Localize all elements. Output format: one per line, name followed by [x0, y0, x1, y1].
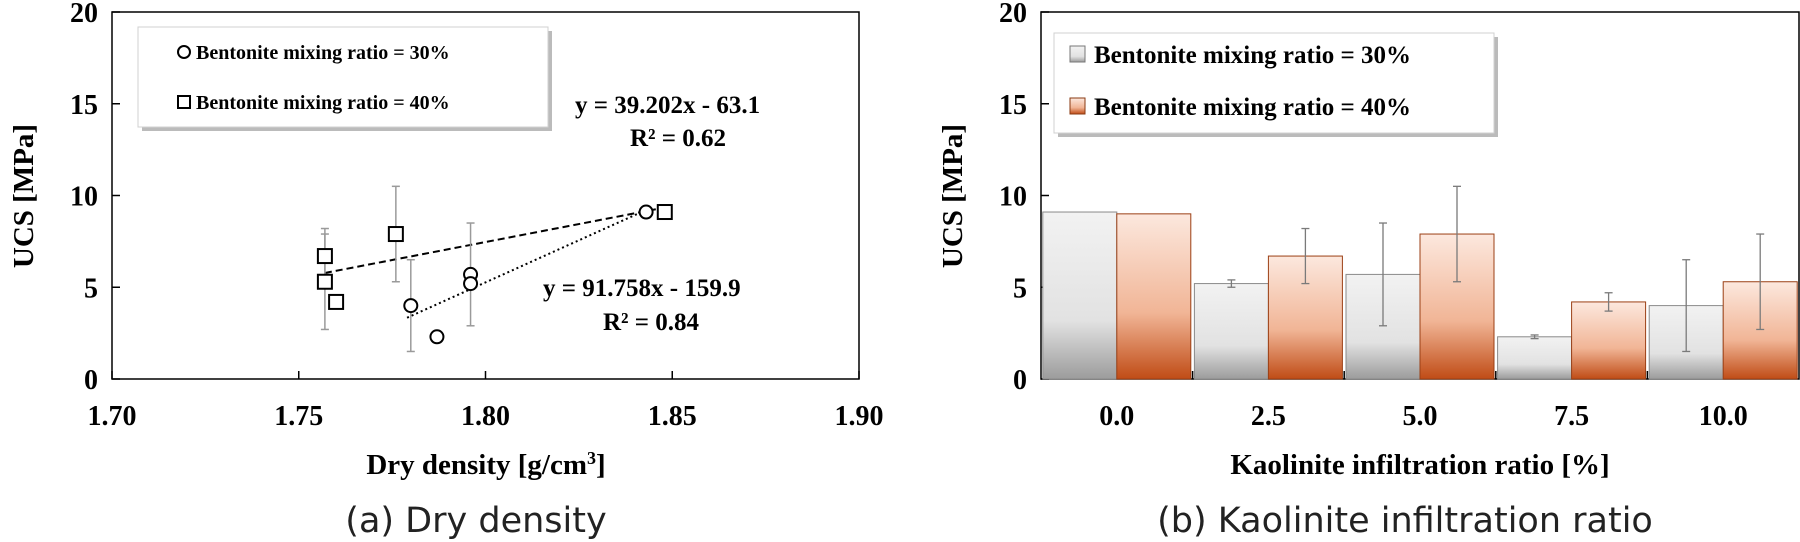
bar-40-7.5: [1571, 301, 1647, 380]
bar-40-0.0: [1116, 213, 1192, 380]
y-tick-label: 15: [70, 90, 98, 121]
chart-b-error-bars: [1227, 185, 1765, 353]
legend-square-marker-icon: [177, 95, 191, 109]
trend-r2-30: R² = 0.84: [603, 309, 700, 336]
data-point-square: [328, 293, 345, 310]
bar-30-0.0: [1042, 211, 1118, 380]
trendline-40: [324, 206, 665, 274]
trend-r2-40: R² = 0.62: [630, 125, 726, 152]
chart-a-x-axis-label: Dry density [g/cm3]: [366, 448, 605, 481]
chart-a-error-bars: [320, 185, 475, 353]
data-point-square: [387, 226, 404, 243]
chart-a-legend-label-30: Bentonite mixing ratio = 30%: [196, 42, 450, 64]
chart-b-bars: [1042, 211, 1798, 380]
chart-b-legend-box: [1053, 32, 1495, 134]
chart-b-legend: Bentonite mixing ratio = 30% Bentonite m…: [1053, 32, 1498, 137]
y-tick-label: 20: [999, 0, 1027, 29]
legend-gray-swatch-icon: [1069, 45, 1086, 63]
x-tick-label: 1.90: [835, 401, 884, 432]
x-label-end: ]: [596, 449, 606, 481]
y-tick-label: 15: [999, 90, 1027, 121]
x-tick-label: 0.0: [1099, 401, 1134, 432]
y-tick-label: 10: [70, 182, 98, 213]
bar-30-7.5: [1497, 336, 1573, 380]
chart-b-caption: (b) Kaolinite infiltration ratio: [1157, 501, 1653, 541]
y-tick-label: 20: [70, 0, 98, 29]
chart-a-legend: Bentonite mixing ratio = 30% Bentonite m…: [137, 26, 552, 131]
data-point-square: [316, 273, 333, 290]
x-tick-label: 1.80: [461, 401, 510, 432]
chart-a-legend-box: [137, 26, 549, 128]
y-tick-label: 0: [1013, 365, 1027, 396]
chart-b-y-axis-label: UCS [MPa]: [937, 124, 969, 268]
x-tick-label: 1.70: [88, 401, 137, 432]
x-tick-label: 10.0: [1699, 401, 1748, 432]
chart-b: 0 5 10 15 20 0.0 2.5 5.0 7.5 10.0 Bentonite mixin…: [937, 0, 1800, 541]
chart-b-legend-label-30: Bentonite mixing ratio = 30%: [1094, 42, 1411, 69]
chart-a-y-axis-label: UCS [MPa]: [8, 124, 40, 268]
y-tick-label: 0: [84, 365, 98, 396]
chart-a-caption: (a) Dry density: [345, 501, 606, 541]
trend-equation-30: y = 91.758x - 159.9: [543, 275, 741, 302]
trend-equation-40: y = 39.202x - 63.1: [575, 92, 760, 119]
data-point-circle: [463, 276, 479, 292]
data-point-circle: [429, 329, 445, 345]
chart-a-legend-label-40: Bentonite mixing ratio = 40%: [196, 92, 450, 114]
bar-30-2.5: [1193, 283, 1269, 380]
x-label-superscript: 3: [587, 448, 596, 468]
trendline-30: [406, 209, 647, 319]
legend-circle-marker-icon: [177, 45, 191, 59]
chart-a-points: [316, 204, 673, 345]
y-tick-label: 5: [1013, 273, 1027, 304]
x-tick-label: 5.0: [1403, 401, 1438, 432]
x-tick-label: 2.5: [1251, 401, 1286, 432]
x-tick-label: 1.75: [274, 401, 323, 432]
y-tick-label: 5: [84, 273, 98, 304]
chart-a: 0 5 10 15 20 1.70 1.75 1.80 1.85 1.90 Bentonite m…: [8, 0, 884, 541]
chart-b-legend-label-40: Bentonite mixing ratio = 40%: [1094, 94, 1411, 121]
chart-a-trendlines: [324, 206, 665, 319]
data-point-square: [316, 248, 333, 265]
data-point-circle: [403, 298, 419, 314]
x-tick-label: 7.5: [1554, 401, 1589, 432]
legend-orange-swatch-icon: [1069, 97, 1086, 115]
x-tick-label: 1.85: [648, 401, 697, 432]
chart-b-axes: 0 5 10 15 20 0.0 2.5 5.0 7.5 10.0: [999, 0, 1748, 432]
data-point-square: [656, 204, 673, 221]
y-tick-label: 10: [999, 182, 1027, 213]
chart-a-axes: 0 5 10 15 20 1.70 1.75 1.80 1.85 1.90: [70, 0, 884, 432]
x-label-main: Dry density [g/cm: [366, 449, 587, 481]
data-point-circle: [638, 204, 654, 220]
chart-b-x-axis-label: Kaolinite infiltration ratio [%]: [1230, 449, 1609, 481]
